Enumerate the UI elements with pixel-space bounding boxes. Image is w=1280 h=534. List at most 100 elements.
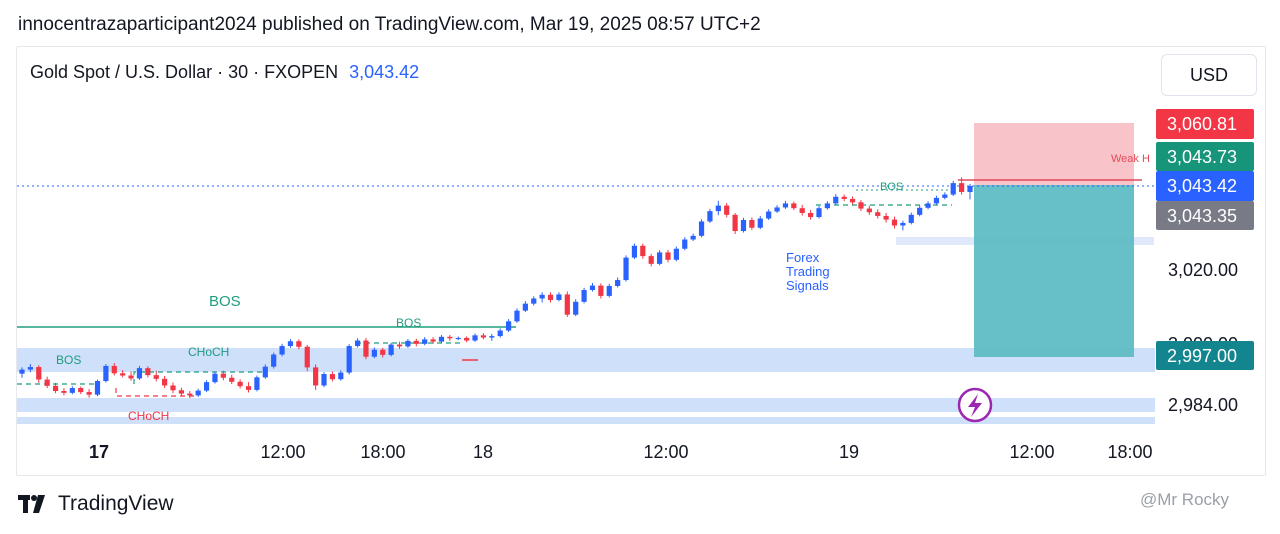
- candle-body: [254, 377, 260, 390]
- candle-body: [598, 285, 604, 296]
- take-profit-zone: [974, 185, 1134, 357]
- publisher-line: innocentrazaparticipant2024 published on…: [18, 14, 761, 35]
- candle-body: [505, 321, 512, 331]
- candle-body: [346, 346, 352, 373]
- candle-body: [195, 390, 201, 396]
- candle-body: [405, 340, 411, 347]
- candle-body: [967, 186, 973, 192]
- candle-body: [245, 386, 252, 390]
- candle-body: [690, 235, 696, 240]
- candle-body: [136, 368, 143, 379]
- candle-body: [44, 379, 50, 386]
- candle-body: [766, 211, 772, 219]
- x-tick-19: 19: [839, 442, 859, 462]
- candle-body: [866, 208, 872, 213]
- symbol-last-price: 3,043.42: [349, 62, 420, 82]
- candle-body: [262, 366, 268, 378]
- candle-body: [740, 219, 747, 232]
- candle-body: [942, 194, 948, 198]
- candle-body: [950, 183, 956, 195]
- weak-high-label: Weak H: [1111, 153, 1150, 165]
- signals-label-1: Forex: [786, 250, 820, 265]
- candle-body: [19, 369, 25, 374]
- price-label-target: 2,997.00: [1167, 346, 1237, 366]
- candle-body: [430, 339, 436, 342]
- candle-body: [959, 183, 965, 192]
- candle-body: [564, 294, 570, 315]
- signals-label-3: Signals: [786, 278, 829, 293]
- currency-label: USD: [1189, 64, 1228, 85]
- x-tick-1800-a: 18:00: [360, 442, 405, 462]
- candle-body: [162, 378, 168, 386]
- symbol-name: Gold Spot / U.S. Dollar · 30 · FXOPEN: [30, 62, 339, 82]
- choch-top-line: [133, 371, 262, 384]
- candle-body: [782, 203, 789, 208]
- candle-body: [749, 219, 755, 228]
- candle-body: [707, 211, 713, 222]
- candle-body: [464, 337, 470, 341]
- candle-body: [891, 219, 898, 226]
- candle-body: [849, 198, 856, 203]
- candle-body: [455, 337, 461, 340]
- bos-large-label: BOS: [209, 293, 241, 310]
- price-label-last: 3,043.42: [1167, 176, 1237, 196]
- candle-body: [497, 330, 503, 337]
- candle-body: [489, 336, 495, 338]
- candle-body: [128, 375, 134, 379]
- tradingview-brand: TradingView: [58, 492, 174, 515]
- candle-body: [279, 346, 285, 355]
- candle-body: [673, 248, 679, 260]
- candle-body: [111, 365, 117, 374]
- signals-label-2: Trading: [786, 264, 830, 279]
- price-label-stop: 3,060.81: [1167, 114, 1237, 134]
- price-label-entry: 3,043.35: [1167, 206, 1237, 226]
- candle-body: [900, 222, 906, 226]
- candle-body: [371, 349, 377, 357]
- supply-band-main: [17, 348, 1155, 372]
- candle-body: [917, 207, 923, 215]
- lightning-icon[interactable]: [957, 387, 993, 423]
- candle-body: [808, 212, 814, 218]
- candle-body: [69, 388, 75, 393]
- candle-body: [933, 197, 940, 204]
- candle-body: [313, 367, 319, 386]
- candle-body: [682, 239, 688, 249]
- supply-band-floor: [17, 417, 1155, 424]
- candle-body: [27, 367, 33, 370]
- price-label-weak-high-bg: [1156, 142, 1254, 171]
- currency-button[interactable]: USD: [1161, 54, 1257, 96]
- y-tick-2984: 2,984.00: [1168, 395, 1238, 415]
- candle-body: [388, 344, 394, 355]
- tradingview-logo[interactable]: TradingView: [18, 492, 174, 516]
- candle-body: [908, 214, 914, 223]
- candle-body: [145, 368, 151, 376]
- candle-body: [824, 203, 830, 209]
- candle-body: [78, 388, 84, 393]
- candle-body: [833, 196, 839, 204]
- y-axis[interactable]: 3,060.81 3,043.73 3,043.42 3,043.35 3,02…: [1156, 109, 1254, 415]
- price-label-stop-bg: [1156, 109, 1254, 139]
- candle-body: [522, 303, 528, 311]
- candle-body: [287, 341, 294, 347]
- candle-body: [514, 310, 520, 322]
- candle-body: [547, 294, 554, 300]
- x-tick-1200-a: 12:00: [260, 442, 305, 462]
- candle-body: [396, 344, 403, 347]
- x-tick-18: 18: [473, 442, 493, 462]
- candle-body: [665, 252, 671, 260]
- candle-body: [698, 221, 705, 236]
- x-axis[interactable]: 17 12:00 18:00 18 12:00 19 12:00 18:00: [89, 442, 1153, 462]
- candle-body: [220, 373, 226, 378]
- candle-body: [573, 301, 579, 315]
- candle-body: [556, 294, 562, 300]
- candle-body: [925, 203, 931, 208]
- candle-body: [648, 256, 654, 264]
- candle-body: [816, 208, 822, 218]
- candle-body: [94, 381, 101, 395]
- y-tick-3020: 3,020.00: [1168, 260, 1238, 280]
- candle-body: [338, 372, 344, 380]
- bos-left-label: BOS: [56, 353, 81, 367]
- candle-body: [472, 335, 478, 341]
- candle-body: [539, 294, 545, 299]
